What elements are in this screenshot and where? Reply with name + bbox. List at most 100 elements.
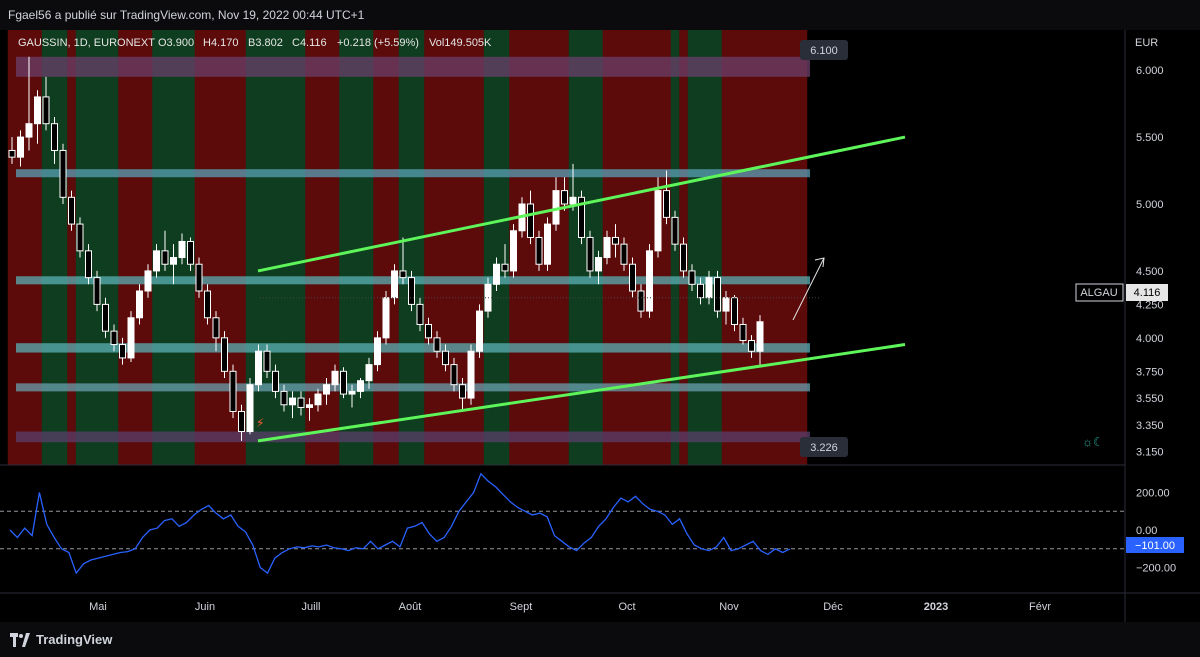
candle-body (578, 196, 585, 238)
regime-band (441, 30, 451, 465)
candle-body (340, 370, 347, 395)
candle-body (450, 364, 458, 386)
price-tick-label: 4.000 (1136, 333, 1164, 345)
candle-body (408, 277, 415, 305)
regime-band (755, 30, 765, 465)
candlestick-series[interactable] (8, 56, 764, 441)
candle-body (374, 337, 381, 366)
time-axis[interactable]: Mai Juin Juill Août Sept Oct Nov Déc 2023 Févr (89, 601, 1051, 613)
candle-body (331, 370, 339, 386)
candle-body (544, 223, 551, 265)
candle-body (229, 370, 237, 412)
session-icon[interactable]: ☼☾ (1082, 435, 1104, 449)
price-tick-label: 5.500 (1136, 132, 1164, 144)
candle-body (263, 350, 271, 372)
regime-band (492, 30, 502, 465)
legend-low: B3.802 (248, 37, 283, 49)
regime-band (560, 30, 570, 465)
candle-body (510, 230, 517, 272)
regime-band (577, 30, 587, 465)
regime-band (279, 30, 289, 465)
regime-band (109, 30, 119, 465)
candle-body (501, 263, 509, 272)
candle-body (382, 297, 390, 339)
price-tick-label: 4.500 (1136, 266, 1164, 278)
candle-body (8, 149, 16, 158)
candle-body (68, 196, 75, 225)
candle-body (476, 310, 483, 352)
candle-body (739, 323, 747, 342)
regime-band (424, 30, 434, 465)
svg-text:3.226: 3.226 (810, 442, 838, 454)
candle-body (612, 236, 619, 245)
regime-band (288, 30, 298, 465)
oscillator-axis[interactable]: 200.00 0.00 −200.00 (1136, 488, 1176, 575)
regime-band (466, 30, 476, 465)
regime-band (347, 30, 357, 465)
regime-band (704, 30, 714, 465)
candle-body (25, 123, 33, 138)
time-tick-label: Déc (823, 601, 843, 613)
projection-arrow[interactable] (792, 257, 825, 321)
candle-body (127, 317, 135, 359)
regime-band (696, 30, 706, 465)
time-tick-label: Mai (89, 601, 107, 613)
regime-band (135, 30, 145, 465)
candle-body (714, 277, 721, 312)
regime-band (432, 30, 442, 465)
regime-band (381, 30, 391, 465)
time-tick-label: 2023 (924, 601, 948, 613)
candle-body (289, 397, 296, 406)
candle-body (425, 323, 432, 339)
candle-body (85, 250, 92, 279)
regime-band (475, 30, 485, 465)
candle-body (629, 263, 636, 292)
price-axis[interactable]: EUR 6.000 5.500 5.000 4.500 4.250 4.000 3.750 3… (1135, 37, 1164, 459)
time-tick-label: Août (399, 601, 422, 613)
candle-body (161, 250, 169, 265)
candle-body (144, 270, 152, 292)
svg-text:ALGAU: ALGAU (1080, 287, 1117, 299)
candle-body (136, 290, 143, 319)
candle-body (119, 344, 126, 359)
candle-body (178, 240, 186, 259)
candle-body (272, 370, 279, 392)
tradingview-logo-icon (10, 632, 30, 647)
candle-body (170, 257, 177, 265)
price-tick-label: 3.350 (1136, 420, 1164, 432)
regime-band (118, 30, 128, 465)
regime-band (517, 30, 527, 465)
regime-band (662, 30, 672, 465)
candle-body (663, 190, 670, 218)
channel-upper-line (257, 135, 906, 273)
regime-band (356, 30, 366, 465)
oscillator-tick-label: −200.00 (1136, 563, 1176, 575)
candle-body (59, 149, 67, 198)
svg-text:4.116: 4.116 (1134, 287, 1161, 299)
candle-body (561, 190, 568, 205)
regime-band (636, 30, 646, 465)
candle-body (187, 240, 194, 265)
candle-body (705, 277, 713, 299)
regime-band (747, 30, 757, 465)
time-tick-label: Nov (719, 601, 739, 613)
regime-band (330, 30, 340, 465)
legend-volume: Vol149.505K (429, 37, 492, 49)
regime-band (143, 30, 153, 465)
price-tick-label: 3.750 (1136, 366, 1164, 378)
regime-band (415, 30, 425, 465)
candle-body (595, 257, 602, 272)
candle-body (399, 270, 407, 279)
regime-band (322, 30, 332, 465)
currency-label: EUR (1135, 37, 1158, 49)
regime-band (449, 30, 459, 465)
regime-band (220, 30, 230, 465)
regime-band (237, 30, 247, 465)
chart-canvas[interactable]: ⚡ GAUSSIN, 1D, EURONEXT O3.900 H4.170 B3… (0, 30, 1200, 622)
trend-channel[interactable] (257, 135, 906, 443)
oscillator-pane[interactable] (0, 472, 1125, 575)
candle-body (688, 270, 696, 285)
candle-body (76, 223, 84, 252)
last-price-label: 4.116 (1126, 284, 1168, 301)
candle-body (153, 250, 160, 272)
